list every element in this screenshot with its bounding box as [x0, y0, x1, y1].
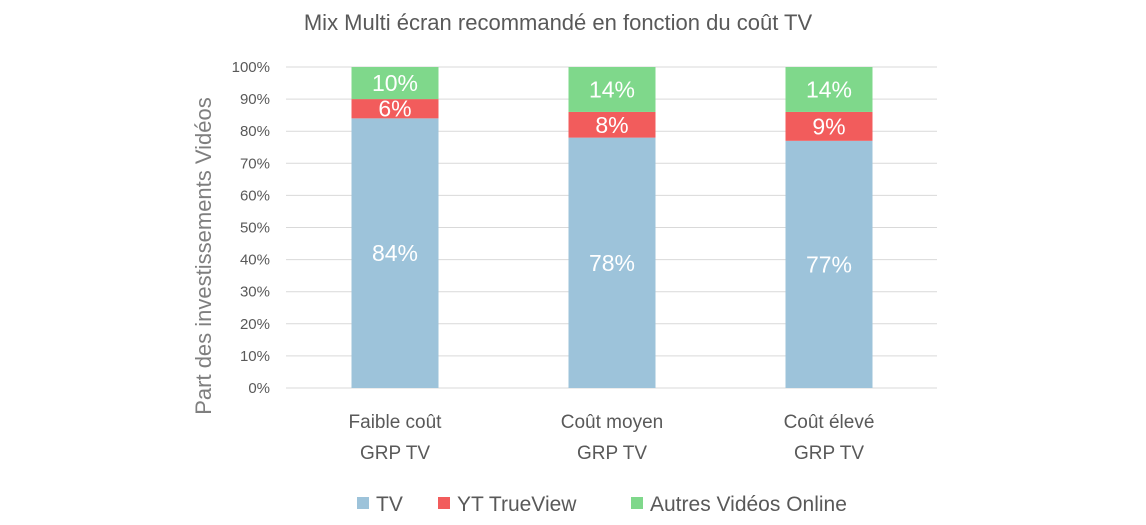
legend-label: YT TrueView — [457, 493, 577, 516]
y-tick-label: 70% — [240, 155, 270, 172]
bar-segment — [568, 137, 656, 388]
y-tick-label: 10% — [240, 348, 270, 365]
y-tick-label: 20% — [240, 316, 270, 333]
x-category-label: GRP TV — [577, 443, 647, 464]
x-category-label: Coût élevé — [784, 412, 875, 433]
bar-segment — [785, 111, 873, 141]
y-tick-label: 60% — [240, 187, 270, 204]
legend-swatch — [631, 497, 643, 509]
legend-label: Autres Vidéos Online — [650, 493, 847, 516]
bars — [351, 67, 873, 389]
data-label: 78% — [589, 250, 635, 276]
x-category-label: Faible coût — [349, 412, 443, 433]
y-tick-label: 100% — [232, 59, 270, 76]
data-label: 8% — [595, 112, 628, 138]
legend: TV YT TrueView Autres Vidéos Online — [357, 493, 847, 516]
bar-segment — [351, 99, 439, 119]
x-category-label: GRP TV — [360, 443, 430, 464]
data-label: 9% — [812, 113, 845, 139]
data-label: 14% — [806, 76, 852, 102]
y-tick-label: 0% — [248, 380, 270, 397]
x-axis-categories: Faible coût GRP TV Coût moyen GRP TV Coût él… — [349, 412, 875, 464]
bar-segment — [568, 111, 656, 138]
y-axis-ticks: 0% 10% 20% 30% 40% 50% 60% 70% 80% 90% 100% — [232, 59, 270, 397]
data-label: 84% — [372, 240, 418, 266]
y-tick-label: 30% — [240, 284, 270, 301]
y-tick-label: 50% — [240, 220, 270, 237]
legend-swatch — [438, 497, 450, 509]
legend-label: TV — [376, 493, 403, 516]
bar-segment — [351, 67, 439, 100]
data-label: 10% — [372, 70, 418, 96]
x-category-label: Coût moyen — [561, 412, 663, 433]
data-labels: 84% 6%10% 78% 8% 14% 77% 9% 14% — [372, 70, 852, 277]
data-label: 77% — [806, 251, 852, 277]
bar-segment — [351, 118, 439, 389]
chart-title: Mix Multi écran recommandé en fonction d… — [304, 10, 813, 35]
data-label: 6% — [378, 96, 411, 122]
x-category-label: GRP TV — [794, 443, 864, 464]
bar-segment — [568, 67, 656, 112]
bar-segment — [785, 67, 873, 112]
y-tick-label: 80% — [240, 123, 270, 140]
y-axis-label: Part des investissements Vidéos — [191, 97, 216, 415]
legend-swatch — [357, 497, 369, 509]
y-tick-label: 90% — [240, 91, 270, 108]
y-tick-label: 40% — [240, 252, 270, 269]
data-label: 14% — [589, 76, 635, 102]
bar-segment — [785, 140, 873, 388]
